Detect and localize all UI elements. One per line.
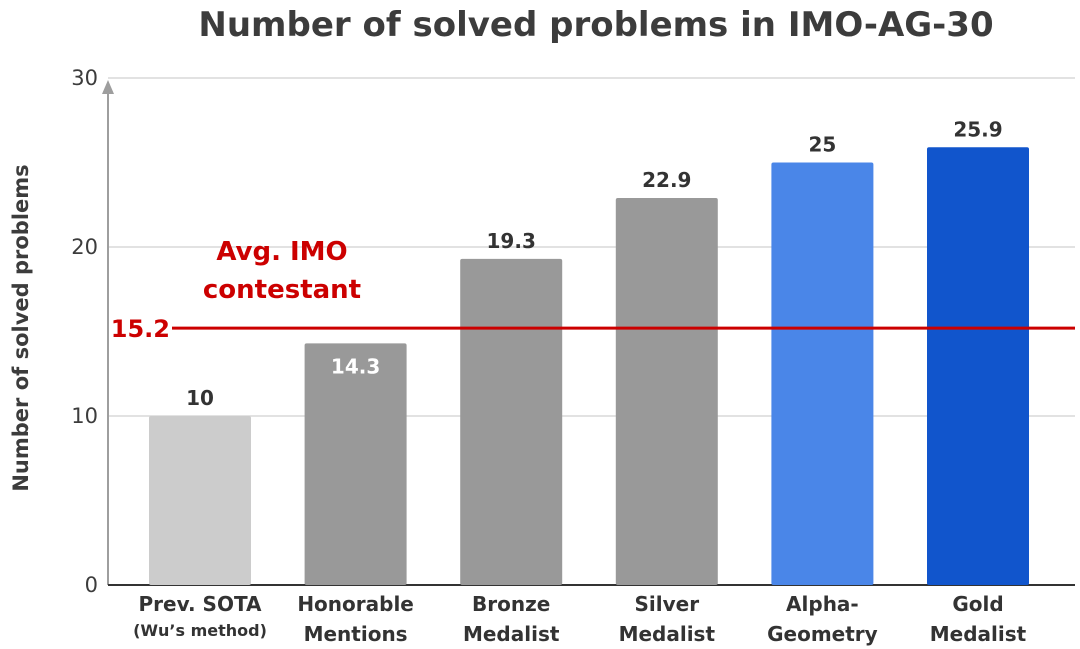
axes: [102, 80, 1075, 586]
reference-line-label: Avg. IMO: [216, 237, 347, 267]
bar: [927, 147, 1029, 586]
x-category-label: Alpha-: [786, 592, 859, 616]
bar: [771, 162, 874, 585]
x-category-label: Honorable: [297, 592, 414, 616]
reference-line-value: 15.2: [111, 315, 170, 343]
x-category-label: Prev. SOTA: [138, 592, 262, 616]
x-category-label: Medalist: [463, 622, 560, 646]
y-axis-ticks: 0 10 20 30: [71, 66, 98, 597]
reference-line-label: contestant: [203, 275, 361, 305]
data-label: 25.9: [953, 117, 1002, 141]
y-tick-label: 10: [71, 404, 98, 428]
x-category-sublabel: (Wu’s method): [133, 621, 267, 640]
x-category-label: Medalist: [619, 622, 716, 646]
bars: [149, 147, 1029, 586]
y-axis-label: Number of solved problems: [9, 164, 33, 491]
data-label: 22.9: [642, 168, 691, 192]
gridlines: [108, 77, 1075, 417]
data-label: 19.3: [487, 229, 536, 253]
bar: [149, 416, 251, 585]
bar: [615, 197, 718, 586]
x-category-label: Gold: [952, 592, 1003, 616]
data-label: 25: [808, 133, 836, 157]
bar: [304, 343, 407, 585]
y-axis-arrow: [102, 80, 114, 94]
chart-title: Number of solved problems in IMO-AG-30: [198, 5, 993, 45]
data-label: 10: [186, 386, 214, 410]
y-tick-label: 0: [85, 573, 98, 597]
y-tick-label: 30: [71, 66, 98, 90]
x-category-label: Silver: [635, 592, 700, 616]
x-category-label: Geometry: [767, 622, 878, 646]
x-category-label: Mentions: [304, 622, 408, 646]
reference-line-group: 15.2 Avg. IMO contestant: [111, 237, 1075, 343]
x-category-label: Medalist: [930, 622, 1027, 646]
y-tick-label: 20: [71, 235, 98, 259]
data-labels: 10 14.3 19.3 22.9 25 25.9: [186, 117, 1003, 410]
bar: [460, 258, 563, 585]
x-category-label: Bronze: [472, 592, 550, 616]
x-axis-categories: Prev. SOTA (Wu’s method) Honorable Mentions…: [133, 592, 1027, 646]
data-label: 14.3: [331, 354, 380, 378]
